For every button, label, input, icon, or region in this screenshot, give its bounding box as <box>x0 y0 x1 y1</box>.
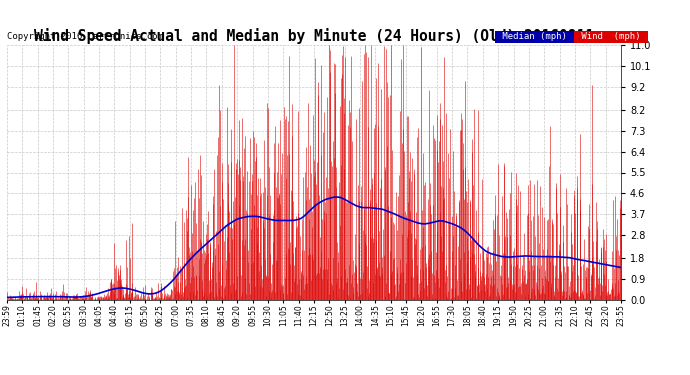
Text: Copyright 2016 Cartronics.com: Copyright 2016 Cartronics.com <box>7 32 163 41</box>
Title: Wind Speed Actual and Median by Minute (24 Hours) (Old) 20160911: Wind Speed Actual and Median by Minute (… <box>34 28 594 44</box>
Text: Median (mph): Median (mph) <box>497 32 572 41</box>
Text: Wind  (mph): Wind (mph) <box>576 32 646 41</box>
